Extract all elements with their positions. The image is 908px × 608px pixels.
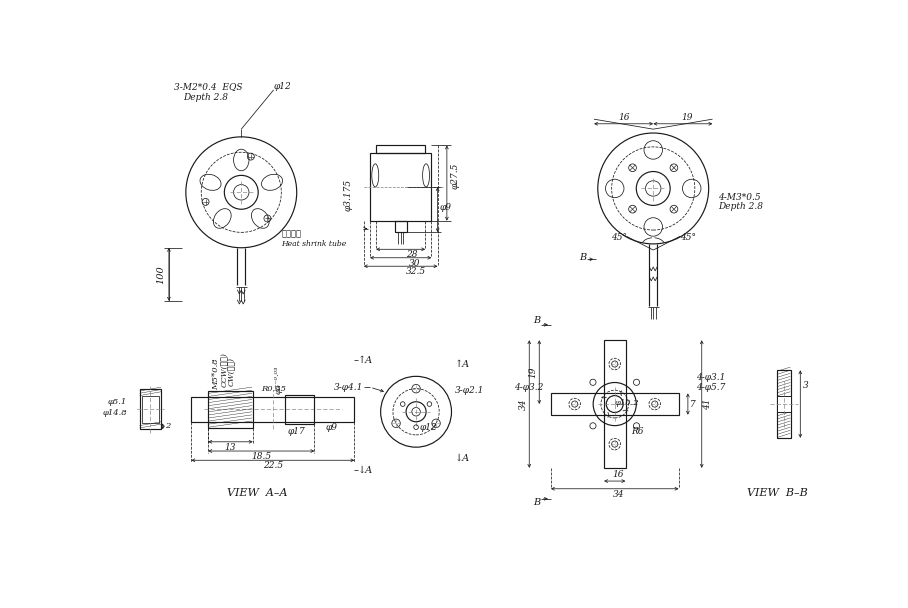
Text: Depth 2.8: Depth 2.8	[183, 93, 229, 102]
Text: φ10.2: φ10.2	[615, 398, 639, 407]
Bar	[192, 397, 354, 422]
Text: φ5⁻⁰·⁰³: φ5⁻⁰·⁰³	[275, 365, 283, 393]
Text: 30: 30	[409, 258, 420, 268]
Text: VIEW  A–A: VIEW A–A	[227, 488, 288, 497]
Text: 热缩套管: 热缩套管	[281, 230, 301, 239]
Text: B: B	[533, 498, 540, 507]
Text: φ3.175: φ3.175	[344, 179, 353, 211]
Text: φ5.1: φ5.1	[108, 398, 127, 406]
Bar	[394, 221, 407, 232]
Text: CCW(左旋): CCW(左旋)	[222, 352, 229, 387]
Text: φ12: φ12	[419, 423, 438, 432]
Text: 28: 28	[407, 250, 418, 259]
Text: R0.35: R0.35	[262, 385, 286, 393]
Bar	[285, 395, 314, 424]
Bar	[777, 396, 791, 412]
Text: CW(右旋): CW(右旋)	[228, 358, 236, 386]
Text: φ9: φ9	[439, 203, 451, 212]
Text: 4-φ5.7: 4-φ5.7	[696, 382, 725, 392]
Text: 13: 13	[225, 443, 236, 452]
Text: ↑A: ↑A	[359, 356, 373, 365]
Text: 18.5: 18.5	[252, 452, 271, 461]
Text: Heat shrink tube: Heat shrink tube	[281, 240, 347, 248]
Text: 100: 100	[157, 265, 165, 284]
Bar	[777, 396, 791, 412]
Text: 34: 34	[613, 489, 625, 499]
Bar	[551, 393, 678, 415]
Text: 3-φ4.1: 3-φ4.1	[334, 382, 364, 392]
Text: 2: 2	[164, 423, 170, 430]
Text: 3-M2*0.4  EQS: 3-M2*0.4 EQS	[173, 82, 242, 91]
Text: VIEW  B–B: VIEW B–B	[747, 488, 808, 497]
Text: 45°: 45°	[680, 233, 696, 242]
Text: Depth 2.8: Depth 2.8	[718, 202, 763, 212]
Text: 32.5: 32.5	[406, 267, 426, 276]
Bar	[140, 390, 162, 429]
Text: φ12: φ12	[273, 82, 291, 91]
Text: 41: 41	[704, 398, 713, 410]
Text: 22.5: 22.5	[262, 461, 283, 470]
Text: 3-φ2.1: 3-φ2.1	[455, 385, 485, 395]
Text: 3: 3	[803, 381, 808, 390]
Text: B: B	[533, 316, 540, 325]
Text: 34: 34	[518, 398, 528, 410]
Text: B: B	[578, 254, 586, 262]
Text: φ17: φ17	[288, 427, 306, 437]
Text: φ27.5: φ27.5	[450, 162, 459, 188]
Text: φ9: φ9	[325, 423, 338, 432]
Text: 19: 19	[681, 113, 693, 122]
Text: 16: 16	[618, 113, 630, 122]
Text: 7: 7	[690, 399, 696, 409]
Text: ↑A: ↑A	[455, 361, 470, 369]
Bar	[376, 145, 425, 153]
Text: 4-φ3.2: 4-φ3.2	[514, 382, 543, 392]
Bar	[370, 153, 431, 221]
Text: φ14.8: φ14.8	[103, 409, 127, 417]
Text: ↓A: ↓A	[359, 466, 373, 475]
Text: M5*0.8: M5*0.8	[212, 358, 220, 390]
Text: 16: 16	[613, 471, 625, 479]
Text: 45°: 45°	[610, 233, 627, 242]
Text: 19: 19	[528, 367, 538, 378]
Text: 4-φ3.1: 4-φ3.1	[696, 373, 725, 382]
Text: R6: R6	[632, 426, 644, 435]
Bar	[777, 370, 791, 438]
Text: ↓A: ↓A	[455, 454, 470, 463]
Bar	[208, 391, 252, 428]
Bar	[142, 396, 159, 423]
Text: 4-M3*0.5: 4-M3*0.5	[718, 193, 761, 202]
Bar	[604, 340, 626, 468]
